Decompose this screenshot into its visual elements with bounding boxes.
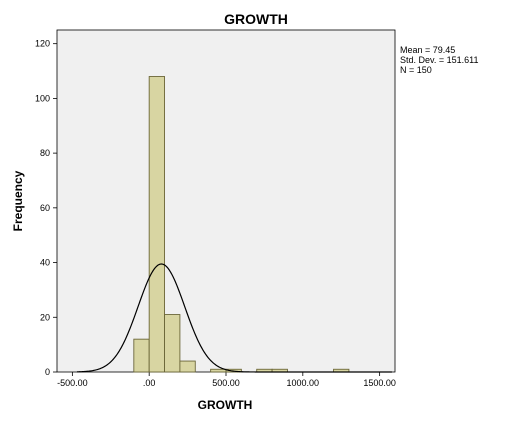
- histogram-bar: [148, 76, 165, 373]
- stats-std-dev: Std. Dev. = 151.611: [400, 55, 478, 65]
- y-tick-label: 100: [35, 93, 50, 103]
- x-tick-label: -500.00: [57, 378, 88, 388]
- histogram-bar: [210, 368, 227, 373]
- y-tick-label: 20: [40, 312, 50, 322]
- stats-mean: Mean = 79.45: [400, 45, 455, 55]
- y-tick-label: 60: [40, 203, 50, 213]
- x-axis-label: GROWTH: [198, 398, 253, 412]
- x-tick-label: .00: [143, 378, 156, 388]
- y-axis-label: Frequency: [11, 170, 25, 231]
- y-tick-label: 40: [40, 258, 50, 268]
- histogram-bar: [179, 360, 196, 373]
- normal-curve: [76, 263, 392, 373]
- y-tick-label: 120: [35, 39, 50, 49]
- histogram-bar: [133, 338, 150, 373]
- histogram-bar: [164, 314, 181, 373]
- y-axis: 0 20 40 60 80 100 120: [35, 39, 57, 377]
- stats-legend: Mean = 79.45 Std. Dev. = 151.611 N = 150: [400, 45, 478, 75]
- x-tick-label: 1000.00: [287, 378, 320, 388]
- x-tick-label: 1500.00: [363, 378, 396, 388]
- chart-title: GROWTH: [224, 11, 288, 27]
- x-axis: -500.00 .00 500.00 1000.00 1500.00: [57, 372, 396, 388]
- x-tick-label: 500.00: [212, 378, 240, 388]
- plot-area: [56, 29, 396, 373]
- stats-n: N = 150: [400, 65, 432, 75]
- y-tick-label: 0: [45, 367, 50, 377]
- y-tick-label: 80: [40, 148, 50, 158]
